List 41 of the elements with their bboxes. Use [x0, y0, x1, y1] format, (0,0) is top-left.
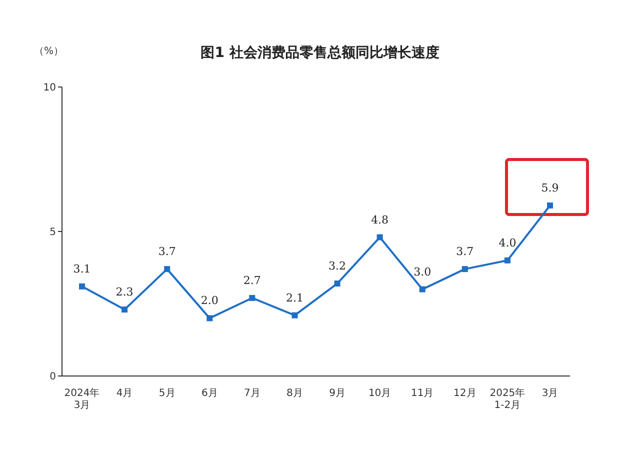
data-label: 4.8 [371, 213, 389, 226]
y-axis-title: （%） [34, 45, 64, 58]
point [206, 315, 213, 322]
data-label: 3.2 [328, 260, 346, 273]
x-tick-label: 7月 [244, 388, 260, 399]
x-tick-label: 10月 [368, 388, 392, 399]
point [376, 234, 383, 240]
x-tick-label: 11月 [410, 388, 434, 399]
data-label: 3.0 [414, 265, 432, 278]
y-tick-label: 0 [50, 372, 56, 383]
x-tick-label: 12月 [454, 388, 476, 399]
x-tick-label: 2024年 3月 [64, 387, 100, 411]
point [122, 306, 128, 313]
point [164, 266, 170, 272]
point [292, 312, 298, 318]
point [79, 283, 85, 290]
data-label: 4.0 [498, 236, 516, 250]
data-label: 3.1 [73, 262, 91, 276]
chart-title: 图1 社会消费品零售总额同比增长速度 [200, 45, 440, 61]
data-label: 2.1 [286, 291, 304, 304]
x-tick-label: 8月 [286, 388, 303, 399]
data-label: 2.3 [116, 286, 134, 299]
point [547, 202, 553, 208]
x-tick-label: 6月 [201, 388, 218, 399]
data-label: 3.7 [158, 245, 176, 258]
x-tick-label: 9月 [329, 388, 346, 399]
x-tick-label: 4月 [116, 388, 133, 399]
point [462, 266, 468, 272]
point [249, 294, 256, 301]
x-tick-label: 5月 [158, 388, 176, 399]
x-tick-label: 2025年 1-2月 [490, 387, 526, 411]
x-tick-label: 3月 [542, 388, 558, 399]
data-label: 2.0 [200, 294, 218, 308]
y-tick-label: 10 [43, 82, 56, 94]
y-tick-label: 5 [50, 227, 56, 238]
data-label: 3.7 [456, 245, 474, 258]
data-label: 2.7 [243, 274, 261, 287]
point [334, 280, 340, 287]
data-label: 5.9 [541, 181, 559, 194]
point [419, 286, 426, 292]
point [504, 257, 510, 264]
